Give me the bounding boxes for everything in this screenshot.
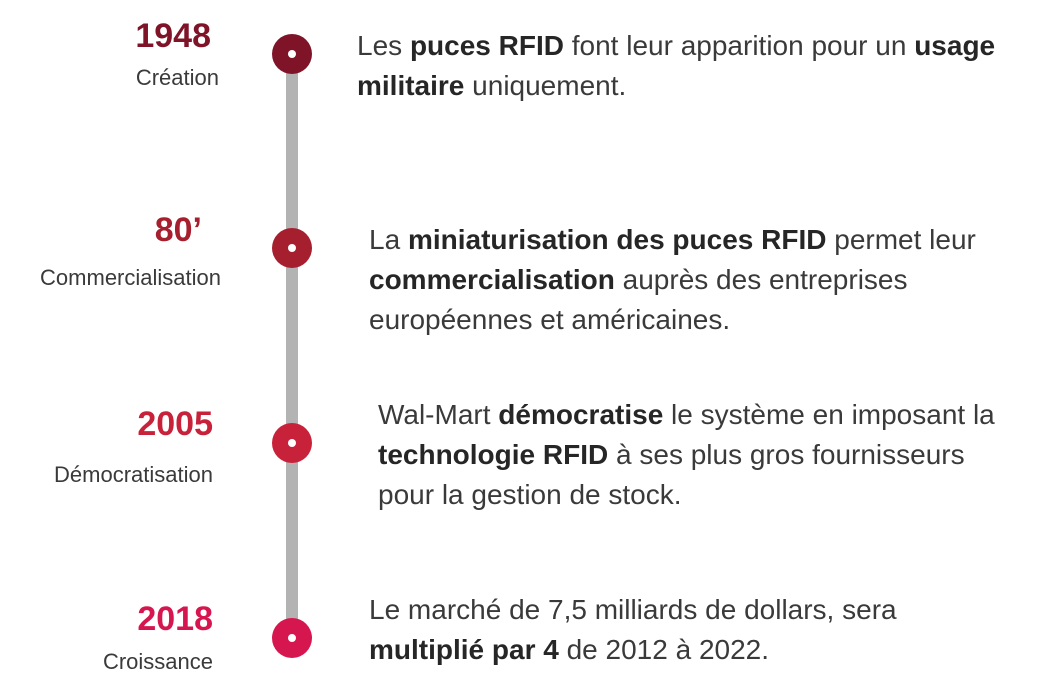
timeline-dot-icon [272,34,312,74]
event-description: Les puces RFID font leur apparition pour… [357,30,996,101]
event-description: Le marché de 7,5 milliards de dollars, s… [369,594,897,665]
timeline-dot-icon [272,228,312,268]
event-year: 2005 [137,405,213,443]
timeline-dot-icon [272,423,312,463]
event-year: 80’ [154,211,202,249]
event-label: Commercialisation [40,265,221,290]
event-year: 1948 [135,17,211,55]
timeline-dot-icon [272,618,312,658]
event-label: Création [135,65,219,90]
event-description: Wal-Mart démocratise le système en impos… [378,399,995,510]
timeline-line [286,52,298,638]
event-year: 2018 [137,600,213,638]
event-label: Démocratisation [54,462,213,487]
event-description: La miniaturisation des puces RFID permet… [369,224,976,335]
event-label: Croissance [102,649,213,674]
